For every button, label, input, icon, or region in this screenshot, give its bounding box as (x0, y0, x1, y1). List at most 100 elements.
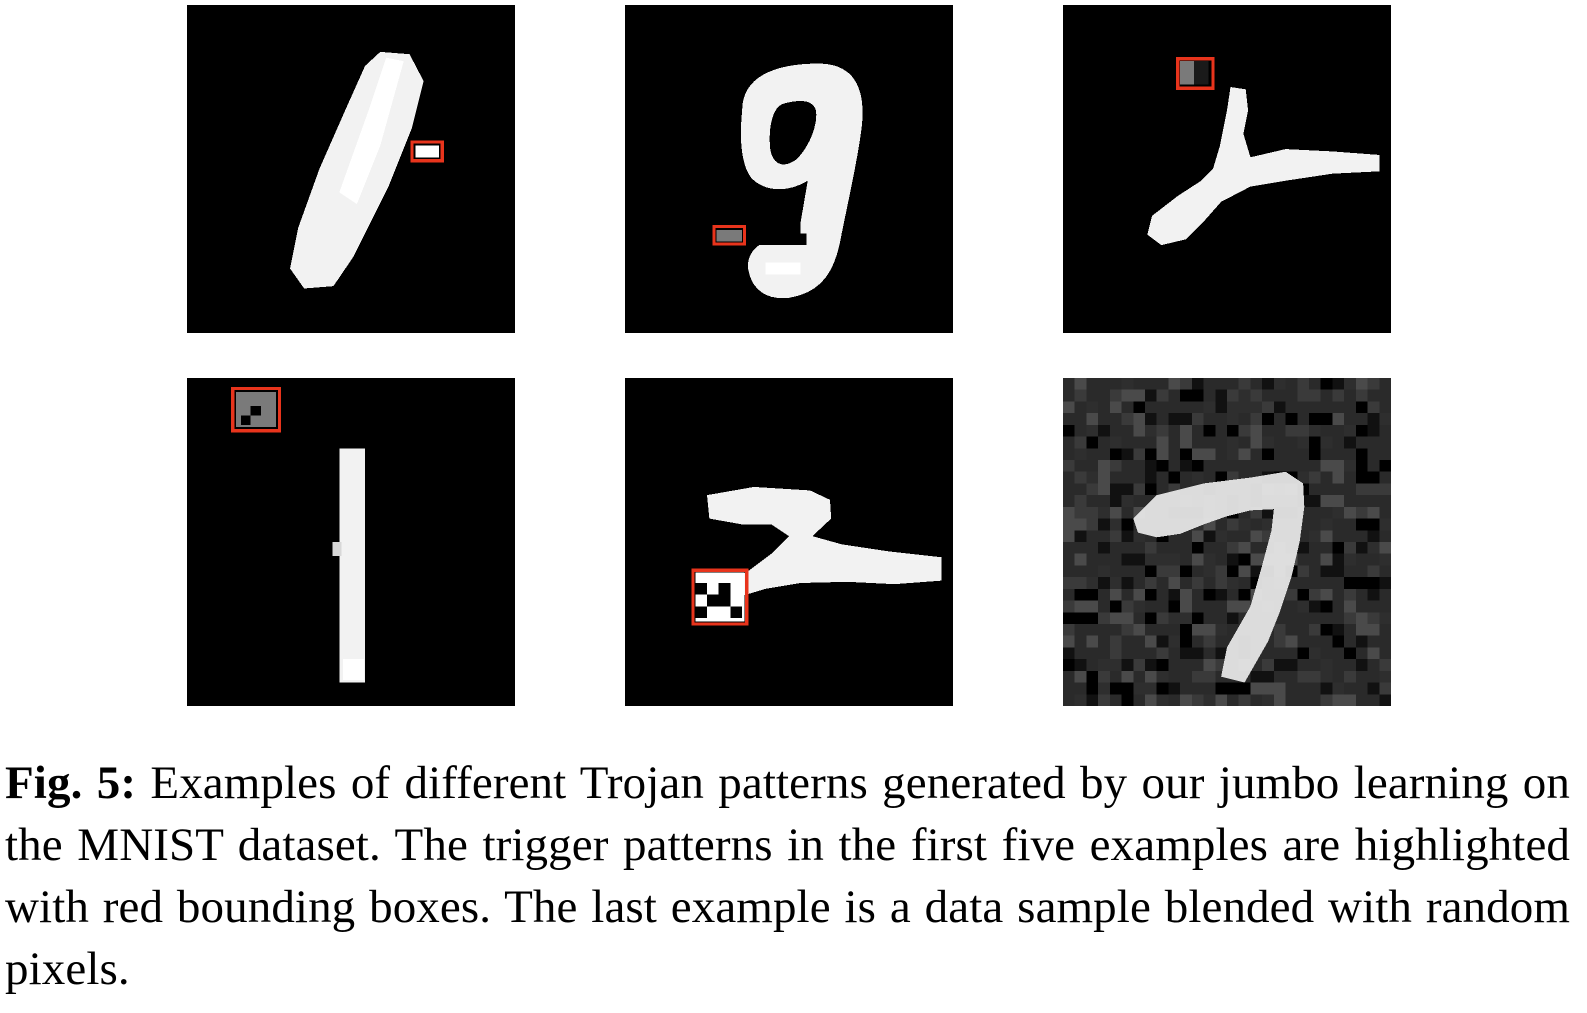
noise-pixel (1063, 460, 1075, 472)
noise-pixel (1109, 401, 1122, 414)
noise-pixel (1063, 647, 1075, 660)
trigger-bounding-box (1176, 57, 1215, 90)
noise-pixel (1297, 389, 1309, 402)
noise-pixel (1344, 612, 1356, 624)
noise-pixel (1145, 670, 1157, 683)
noise-pixel (1121, 659, 1134, 671)
noise-pixel (1379, 413, 1391, 425)
noise-pixel (1215, 401, 1227, 414)
noise-pixel (1250, 401, 1263, 414)
noise-pixel (1145, 471, 1157, 484)
trigger-pattern (415, 145, 439, 158)
noise-pixel (1063, 612, 1075, 624)
noise-pixel (1074, 389, 1087, 402)
noise-pixel (1109, 659, 1122, 671)
noise-pixel (1320, 565, 1333, 578)
noise-pixel (1180, 635, 1192, 648)
noise-pixel (1367, 647, 1380, 660)
noise-pixel (1227, 471, 1239, 484)
noise-pixel (1332, 565, 1345, 578)
noise-pixel (1332, 682, 1345, 695)
noise-pixel (1086, 670, 1099, 683)
noise-pixel (1203, 670, 1216, 683)
noise-pixel (1063, 577, 1075, 589)
noise-pixel (1320, 413, 1333, 425)
noise-pixel (1344, 460, 1356, 472)
noise-pixel (1109, 448, 1122, 460)
noise-pixel (1355, 424, 1368, 437)
noise-pixel (1191, 378, 1204, 390)
noise-pixel (1285, 635, 1298, 648)
noise-pixel (1191, 460, 1204, 472)
noise-pixel (1156, 659, 1169, 671)
noise-pixel (1133, 588, 1145, 601)
noise-pixel (1121, 378, 1134, 390)
noise-pixel (1297, 424, 1309, 437)
noise-pixel (1227, 577, 1239, 589)
noise-pixel (1063, 506, 1075, 519)
noise-pixel (1203, 530, 1216, 542)
noise-pixel (1180, 460, 1192, 472)
noise-pixel (1180, 565, 1192, 578)
noise-pixel (1320, 495, 1333, 507)
noise-pixel (1168, 565, 1181, 578)
noise-pixel (1367, 682, 1380, 695)
noise-pixel (1191, 612, 1204, 624)
noise-pixel (1180, 600, 1192, 613)
noise-pixel (1297, 378, 1309, 390)
noise-pixel (1344, 378, 1356, 390)
noise-pixel (1309, 424, 1321, 437)
noise-pixel (1250, 413, 1263, 425)
noise-pixel (1320, 460, 1333, 472)
noise-pixel (1297, 471, 1309, 484)
noise-pixel (1098, 506, 1110, 519)
noise-pixel (1238, 553, 1251, 566)
noise-pixel (1133, 530, 1145, 542)
noise-pixel (1355, 471, 1368, 484)
noise-pixel (1215, 694, 1227, 706)
noise-pixel (1098, 577, 1110, 589)
noise-pixel (1379, 682, 1391, 695)
noise-pixel (1180, 448, 1192, 460)
noise-pixel (1227, 600, 1239, 613)
noise-pixel (1379, 670, 1391, 683)
noise-pixel (1297, 588, 1309, 601)
noise-pixel (1355, 659, 1368, 671)
noise-pixel (1238, 389, 1251, 402)
noise-pixel (1250, 577, 1263, 589)
noise-pixel (1121, 495, 1134, 507)
noise-pixel (1297, 647, 1309, 660)
noise-pixel (1145, 565, 1157, 578)
noise-pixel (1074, 659, 1087, 671)
noise-pixel (1367, 378, 1380, 390)
caption-text: Examples of different Trojan patterns ge… (5, 757, 1570, 995)
noise-pixel (1086, 682, 1099, 695)
trigger-pattern (716, 229, 743, 242)
trigger-bounding-box (691, 568, 749, 626)
noise-canvas (1063, 378, 1391, 706)
noise-pixel (1156, 694, 1169, 706)
noise-pixel (1098, 682, 1110, 695)
noise-pixel (1180, 647, 1192, 660)
noise-pixel (1367, 424, 1380, 437)
noise-pixel (1273, 682, 1286, 695)
noise-pixel (1156, 424, 1169, 437)
noise-pixel (1145, 448, 1157, 460)
noise-pixel (1156, 612, 1169, 624)
mnist-panel-1 (187, 5, 515, 333)
noise-pixel (1145, 635, 1157, 648)
noise-pixel (1262, 682, 1274, 695)
noise-pixel (1156, 682, 1169, 695)
noise-pixel (1355, 448, 1368, 460)
noise-pixel (1355, 506, 1368, 519)
noise-pixel (1309, 530, 1321, 542)
noise-pixel (1262, 413, 1274, 425)
noise-pixel (1145, 424, 1157, 437)
noise-pixel (1320, 670, 1333, 683)
noise-pixel (1168, 600, 1181, 613)
noise-pixel (1145, 682, 1157, 695)
noise-pixel (1273, 401, 1286, 414)
noise-pixel (1086, 401, 1099, 414)
noise-pixel (1086, 483, 1099, 496)
noise-pixel (1098, 565, 1110, 578)
